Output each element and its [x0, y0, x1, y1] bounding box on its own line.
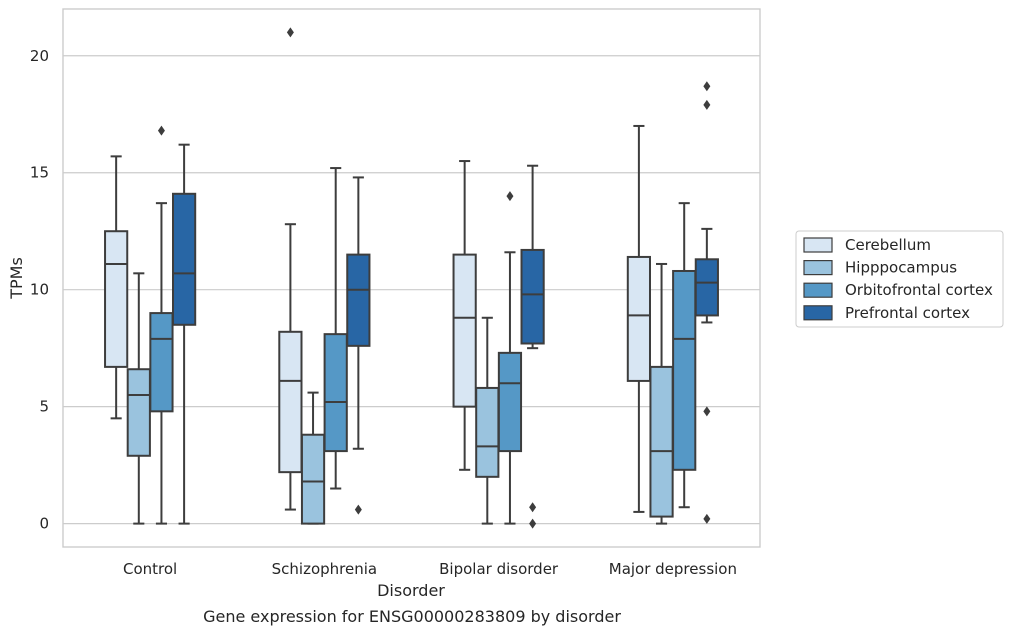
legend-swatch-orbitofrontal-cortex	[803, 282, 833, 298]
box-iqr	[172, 192, 197, 326]
box-iqr	[346, 253, 371, 347]
box-iqr	[672, 269, 697, 471]
legend-swatch-cerebellum	[803, 237, 833, 253]
box-iqr	[104, 230, 129, 368]
legend-swatch-prefrontal-cortex	[803, 305, 833, 321]
legend-swatch-hipppocampus	[803, 260, 833, 276]
box-iqr	[149, 312, 174, 413]
box-hipppocampus-bipolar-disorder	[475, 316, 500, 525]
box-iqr	[323, 333, 348, 453]
box-orbitofrontal-cortex-bipolar-disorder	[497, 191, 523, 525]
x-tick-label-schizophrenia: Schizophrenia	[272, 560, 377, 578]
x-tick-labels: Control Schizophrenia Bipolar disorder Majo…	[123, 560, 737, 578]
y-tick-labels: 0 5 10 15 20	[30, 47, 49, 533]
box-orbitofrontal-cortex-control	[149, 125, 174, 525]
box-iqr	[497, 351, 523, 453]
box-iqr	[520, 248, 545, 345]
y-axis-label: TPMs	[7, 257, 26, 300]
outlier-point-1	[529, 518, 537, 529]
legend-frame	[795, 230, 1004, 328]
box-cerebellum-major-depression	[626, 124, 651, 513]
legend-label-prefrontal-cortex: Prefrontal cortex	[845, 304, 970, 322]
y-tick-label-20: 20	[30, 47, 49, 65]
x-tick-label-major-depression: Major depression	[609, 560, 737, 578]
box-hipppocampus-schizophrenia	[300, 391, 326, 525]
x-tick-label-control: Control	[123, 560, 177, 578]
box-orbitofrontal-cortex-schizophrenia	[323, 167, 348, 490]
x-axis-label: Disorder	[377, 581, 445, 600]
box-cerebellum-control	[104, 155, 129, 420]
box-iqr	[626, 255, 651, 382]
box-prefrontal-cortex-schizophrenia	[346, 176, 371, 515]
box-iqr	[300, 433, 326, 525]
legend: Cerebellum Hipppocampus Orbitofrontal cort…	[795, 230, 1004, 328]
plot-area-frame	[62, 8, 761, 548]
box-iqr	[278, 330, 303, 474]
outlier-point-0	[703, 81, 711, 92]
box-iqr	[452, 253, 477, 408]
box-iqr	[649, 365, 674, 518]
box-prefrontal-cortex-bipolar-disorder	[520, 164, 545, 529]
figure-caption: Gene expression for ENSG00000283809 by d…	[203, 607, 621, 626]
legend-label-orbitofrontal-cortex: Orbitofrontal cortex	[845, 281, 993, 299]
box-hipppocampus-control	[126, 272, 151, 525]
outlier-point-3	[703, 513, 711, 524]
x-tick-label-bipolar-disorder: Bipolar disorder	[439, 560, 559, 578]
outlier-point-1	[703, 99, 711, 110]
box-cerebellum-schizophrenia	[278, 27, 303, 511]
outlier-point-2	[703, 406, 711, 417]
box-iqr	[694, 258, 719, 317]
y-tick-label-5: 5	[39, 398, 49, 416]
legend-items: Cerebellum Hipppocampus Orbitofrontal cort…	[803, 236, 993, 322]
box-cerebellum-bipolar-disorder	[452, 160, 477, 471]
outlier-point-0	[286, 27, 294, 38]
y-tick-label-15: 15	[30, 164, 49, 182]
box-iqr	[475, 386, 500, 478]
y-tick-label-10: 10	[30, 281, 49, 299]
y-tick-label-0: 0	[39, 515, 49, 533]
box-prefrontal-cortex-control	[172, 143, 197, 525]
outlier-point-0	[529, 502, 537, 513]
box-hipppocampus-major-depression	[649, 262, 674, 525]
legend-label-cerebellum: Cerebellum	[845, 236, 931, 254]
outlier-point-0	[354, 504, 362, 515]
outlier-point-0	[506, 191, 514, 202]
box-orbitofrontal-cortex-major-depression	[672, 202, 697, 509]
legend-label-hipppocampus: Hipppocampus	[845, 259, 957, 277]
boxes	[104, 27, 719, 529]
box-prefrontal-cortex-major-depression	[694, 81, 719, 524]
outlier-point-0	[157, 125, 165, 136]
box-iqr	[126, 368, 151, 457]
